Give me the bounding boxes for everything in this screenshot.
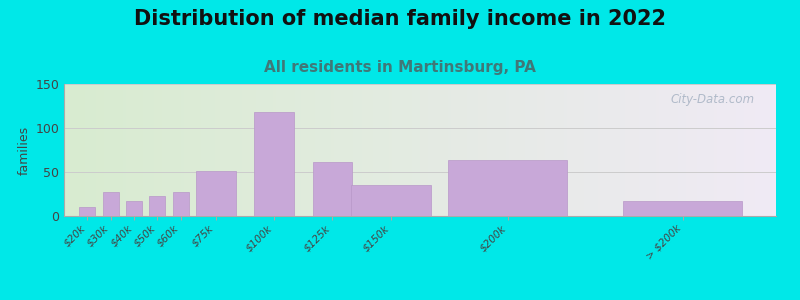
Bar (102, 192, 118, 216)
Bar (126, 201, 142, 216)
Bar (79, 207, 95, 216)
Bar (448, 160, 567, 216)
Bar (623, 201, 742, 216)
Bar (173, 192, 189, 216)
Bar (351, 185, 430, 216)
Bar (254, 112, 294, 216)
Y-axis label: families: families (18, 125, 31, 175)
Text: All residents in Martinsburg, PA: All residents in Martinsburg, PA (264, 60, 536, 75)
Bar (150, 196, 166, 216)
Text: City-Data.com: City-Data.com (670, 93, 754, 106)
Bar (313, 162, 352, 216)
Bar (196, 171, 235, 216)
Text: Distribution of median family income in 2022: Distribution of median family income in … (134, 9, 666, 29)
